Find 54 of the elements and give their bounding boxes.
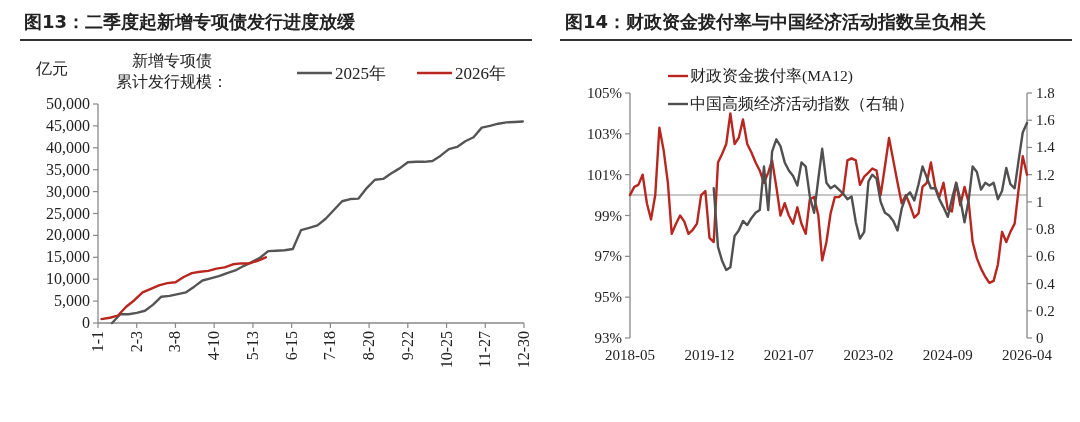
y-tick-label: 103%: [587, 125, 622, 142]
x-tick-label: 2019-12: [684, 347, 735, 363]
y-tick-label: 20,000: [46, 226, 90, 244]
x-tick-label: 2021-07: [763, 347, 815, 363]
y2-tick-label: 1.6: [1036, 112, 1056, 129]
y-tick-label: 25,000: [46, 204, 90, 222]
y-tick-label: 101%: [587, 166, 622, 183]
x-tick-label: 2018-05: [605, 347, 655, 363]
y2-tick-label: 0.4: [1036, 275, 1056, 292]
x-tick-label: 1-1: [89, 331, 106, 353]
x-tick-label: 12-30: [515, 331, 532, 369]
y-tick-label: 40,000: [46, 138, 90, 156]
y2-tick-label: 0.6: [1036, 248, 1056, 265]
y-tick-label: 15,000: [46, 248, 90, 266]
y2-tick-label: 1.8: [1036, 85, 1055, 101]
y2-tick-label: 0.2: [1036, 302, 1055, 319]
y2-tick-label: 0: [1036, 330, 1044, 346]
x-tick-label: 2-3: [127, 331, 145, 353]
y-tick-label: 35,000: [46, 160, 90, 178]
y-tick-label: 93%: [594, 330, 622, 346]
legend-label: 中国高频经济活动指数（右轴）: [690, 95, 914, 112]
legend-title: 新增专项债累计发行规模：: [116, 52, 228, 91]
x-tick-label: 2024-09: [922, 347, 973, 363]
x-tick-label: 6-15: [282, 331, 300, 361]
x-tick-label: 2023-02: [843, 347, 894, 363]
x-tick-label: 2026-04: [1002, 347, 1053, 363]
y-axis-title: 亿元: [35, 60, 68, 77]
y-tick-label: 5,000: [54, 292, 90, 310]
x-tick-label: 9-22: [398, 331, 416, 361]
y-tick-label: 99%: [594, 207, 622, 224]
chart-title: 图13：二季度起新增专项债发行进度放缓: [24, 11, 357, 32]
y-tick-label: 10,000: [46, 270, 90, 288]
x-tick-label: 4-10: [205, 331, 223, 361]
x-tick-label: 7-18: [321, 331, 339, 361]
y-tick-label: 0: [82, 314, 90, 331]
y2-tick-label: 0.8: [1036, 221, 1055, 238]
legend-label: 2026年: [455, 64, 506, 83]
x-tick-label: 3-8: [166, 331, 184, 353]
chart-title: 图14：财政资金拨付率与中国经济活动指数呈负相关: [565, 11, 987, 32]
x-tick-label: 11-27: [476, 331, 494, 368]
y-tick-label: 30,000: [46, 182, 90, 200]
y-tick-label: 105%: [587, 85, 622, 101]
y2-tick-label: 1.2: [1036, 166, 1055, 183]
legend-label: 2025年: [335, 64, 386, 83]
legend-label: 财政资金拨付率(MA12): [690, 67, 853, 85]
y-tick-label: 97%: [594, 248, 622, 265]
y2-tick-label: 1: [1036, 193, 1044, 210]
y-tick-label: 95%: [594, 289, 622, 306]
y2-tick-label: 1.4: [1036, 139, 1056, 156]
x-tick-label: 10-25: [437, 331, 455, 369]
y-tick-label: 50,000: [46, 95, 90, 112]
x-tick-label: 5-13: [243, 331, 261, 361]
x-tick-label: 8-20: [360, 331, 378, 361]
y-tick-label: 45,000: [46, 116, 90, 134]
